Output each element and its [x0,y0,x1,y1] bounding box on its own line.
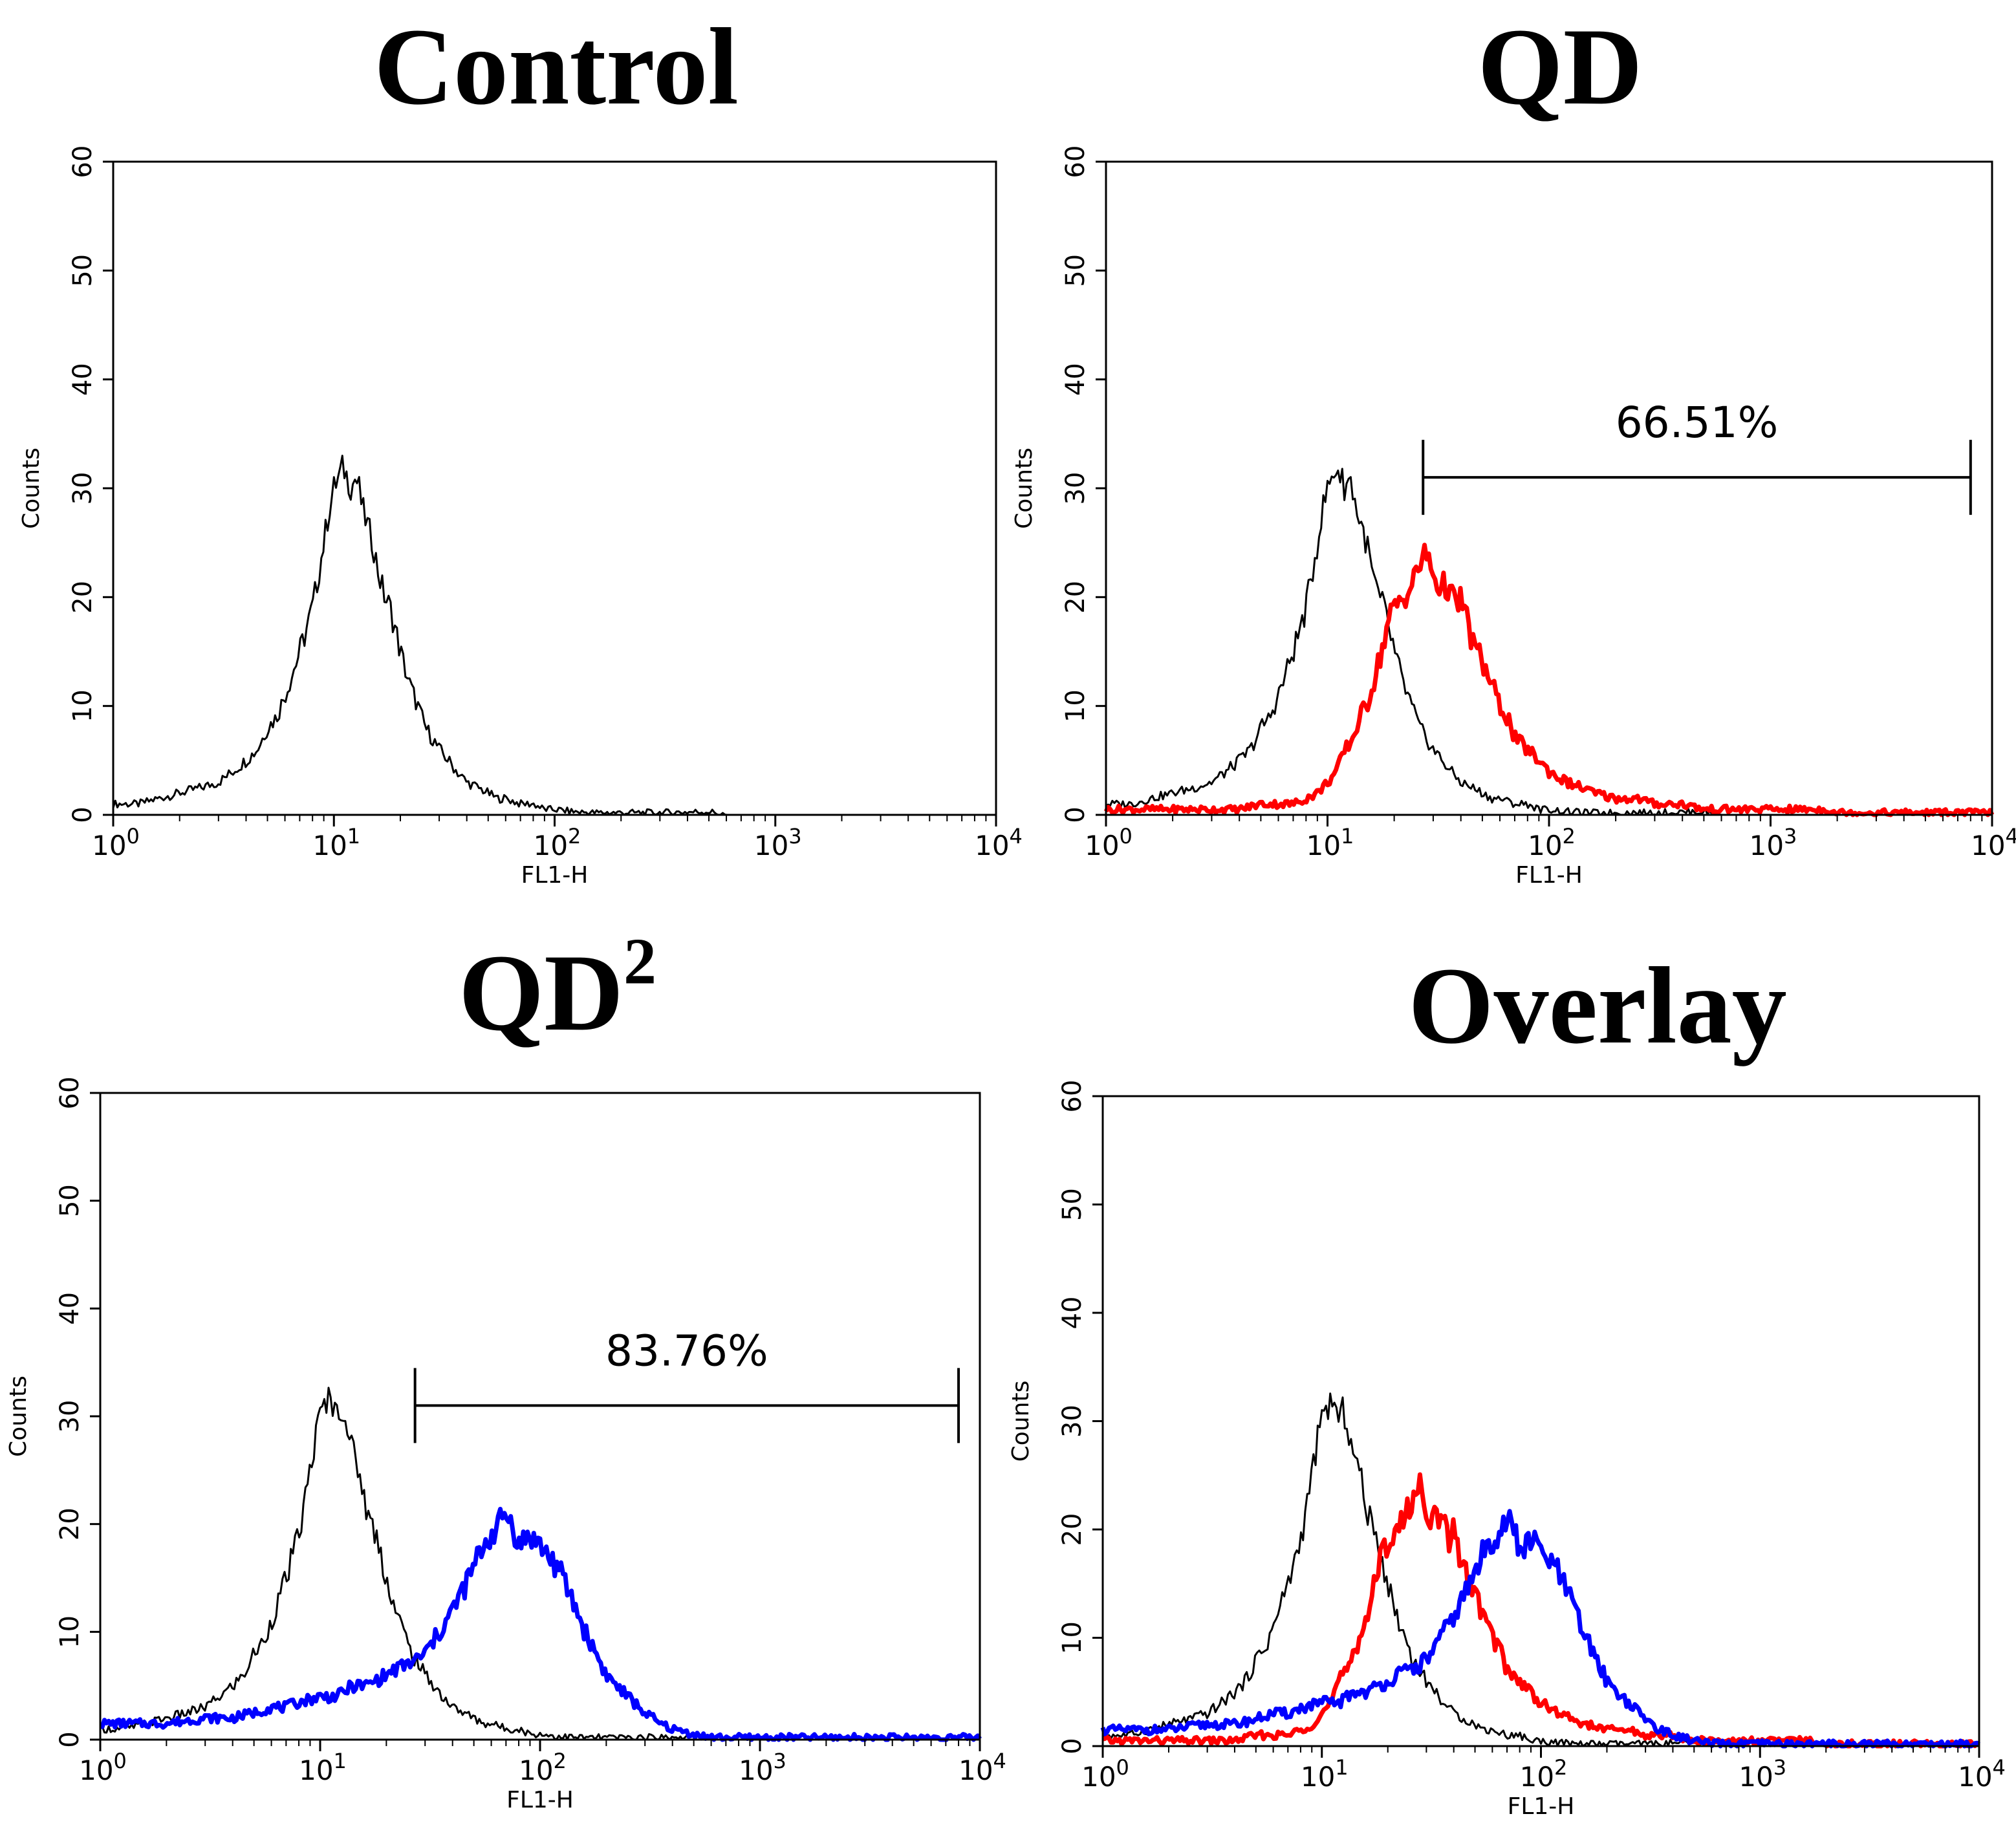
x-axis-label: FL1-H [521,862,589,889]
series-qd-line [1102,1472,1980,1749]
y-tick-label: 20 [1061,581,1090,614]
y-tick-label: 40 [68,363,98,396]
series-qd2-line [1100,1509,1980,1749]
plot-frame [1105,160,1993,816]
panel-title-text: Control [374,6,739,127]
plot-frame [99,1092,981,1741]
y-tick-label: 0 [1061,806,1090,823]
x-tick-label: 100 [1081,1755,1129,1793]
x-tick-label: 103 [1739,1755,1786,1793]
y-tick-label: 0 [55,1731,85,1747]
y-tick-label: 10 [1057,1621,1087,1654]
panel-title-qd: QD [1478,12,1643,122]
x-tick-label: 101 [1301,1755,1349,1793]
y-axis-label: Counts [1008,1381,1034,1462]
y-tick-label: 0 [1057,1738,1087,1754]
panel-title-superscript: 2 [623,925,656,999]
y-tick-label: 30 [55,1400,85,1433]
x-tick-label: 102 [1520,1755,1568,1793]
panel-title-control: Control [374,12,739,122]
plot-frame [1101,1095,1980,1747]
y-tick-label: 30 [68,472,98,505]
y-tick-label: 30 [1061,472,1090,505]
histogram-panel: 0 10 20 30 40 50 60 100 101 102 103 104 FL1-H Counts 8… [5,1077,1006,1813]
y-tick-label: 20 [1057,1513,1087,1546]
x-tick-label: 100 [1085,824,1133,861]
y-tick-label: 20 [55,1507,85,1540]
panel-title-text: QD [1477,6,1643,127]
y-tick-label: 60 [1061,146,1090,178]
series-control-line [1101,1392,1979,1747]
panel-title-text: QD [459,932,623,1053]
gate-percentage-label: 83.76% [605,1326,768,1376]
series-qd-line [1103,543,1995,817]
y-tick-label: 40 [55,1292,85,1325]
y-axis-label: Counts [5,1376,32,1457]
x-tick-label: 103 [754,824,802,861]
x-tick-label: 100 [79,1749,127,1786]
y-tick-label: 50 [68,254,98,287]
x-tick-label: 101 [1306,824,1354,861]
y-tick-label: 60 [68,146,98,178]
y-tick-label: 40 [1061,363,1090,396]
series-control-line [112,455,996,816]
y-tick-label: 50 [1057,1188,1087,1221]
histogram-panel: 0 10 20 30 40 50 60 100 101 102 103 104 FL1-H Counts [1008,1080,2006,1820]
series-qd2-line [100,1507,982,1742]
panel-title-qd2: QD2 [459,929,656,1048]
x-tick-label: 103 [1750,824,1797,861]
plot-frame [112,160,997,816]
x-tick-label: 104 [1958,1755,2006,1793]
x-tick-label: 102 [519,1749,567,1786]
y-tick-label: 40 [1057,1297,1087,1330]
y-axis-label: Counts [1011,448,1037,529]
x-tick-label: 102 [1528,824,1576,861]
y-axis-label: Counts [18,448,45,529]
panel-title-text: Overlay [1408,945,1787,1066]
y-tick-label: 30 [1057,1405,1087,1438]
y-tick-label: 50 [55,1184,85,1217]
y-tick-label: 10 [1061,689,1090,722]
x-tick-label: 102 [534,824,581,861]
x-tick-label: 101 [312,824,360,861]
y-tick-label: 60 [1057,1080,1087,1113]
y-tick-label: 10 [55,1615,85,1648]
y-tick-label: 50 [1061,254,1090,287]
x-tick-label: 104 [975,824,1023,861]
y-tick-label: 20 [68,581,98,614]
series-control-line [1105,468,1992,816]
gate-percentage-label: 66.51% [1616,398,1779,448]
x-tick-label: 100 [92,824,140,861]
x-axis-label: FL1-H [1508,1793,1575,1820]
x-tick-label: 104 [959,1749,1006,1786]
x-axis-label: FL1-H [506,1787,574,1813]
y-tick-label: 10 [68,689,98,722]
histogram-panel: 0 10 20 30 40 50 60 100 101 102 103 104 FL1-H Counts 6… [1011,146,2016,889]
x-tick-label: 104 [1971,824,2016,861]
x-tick-label: 101 [299,1749,347,1786]
x-tick-label: 103 [739,1749,786,1786]
histogram-panel: 0 10 20 30 40 50 60 100 101 102 103 104 FL1-H Counts [18,146,1023,889]
y-tick-label: 0 [68,806,98,823]
panel-title-overlay: Overlay [1408,951,1786,1061]
y-tick-label: 60 [55,1077,85,1110]
x-axis-label: FL1-H [1515,862,1583,889]
series-control-line [100,1387,980,1741]
